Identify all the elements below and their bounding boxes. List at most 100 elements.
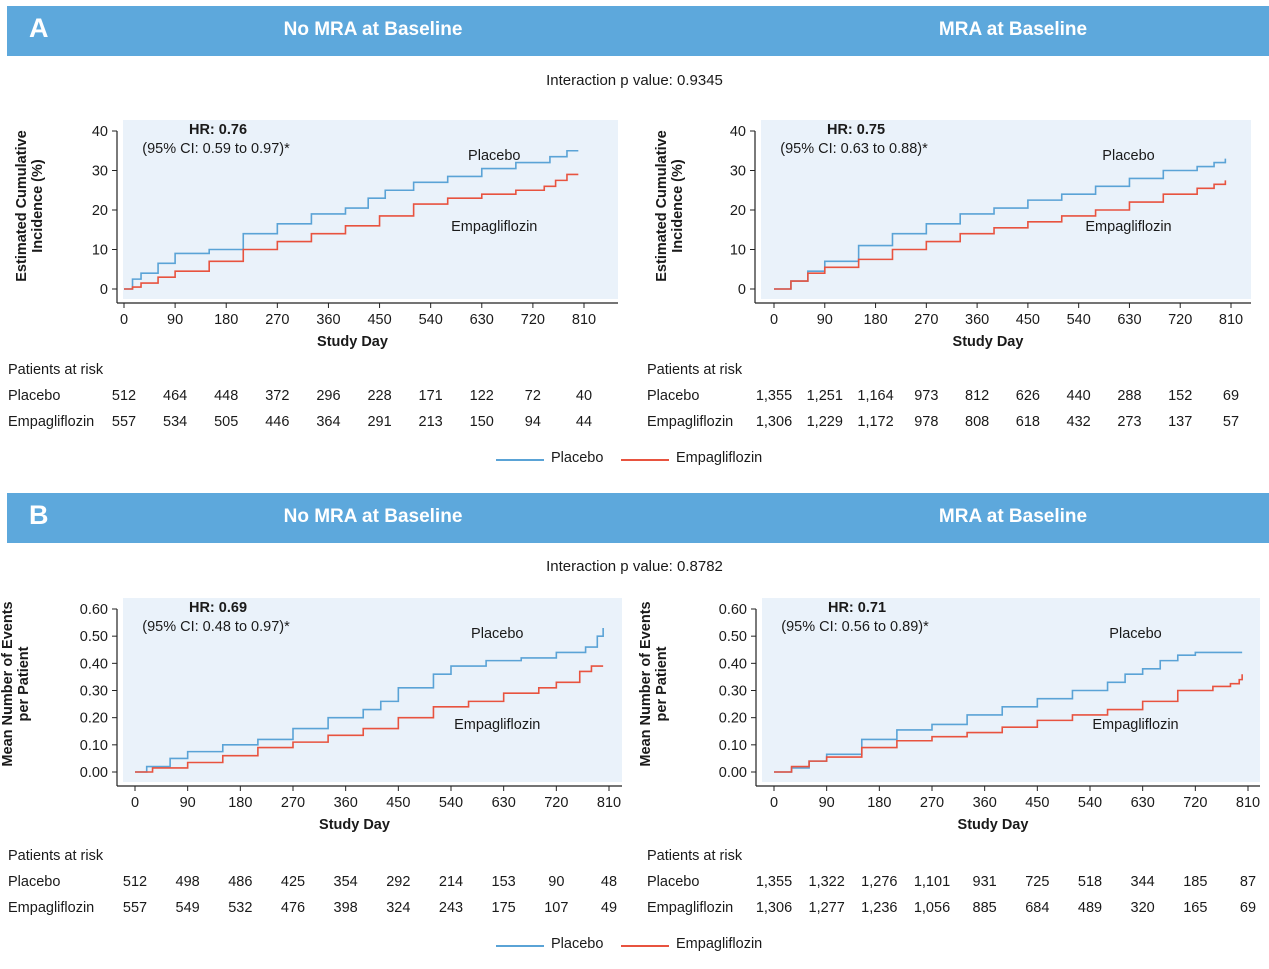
risk-row-label: Placebo [8, 874, 61, 890]
risk-value: 137 [1168, 414, 1193, 430]
risk-value: 292 [386, 874, 411, 890]
x-tick-label: 810 [1236, 795, 1260, 811]
risk-value: 425 [280, 874, 306, 890]
x-tick-label: 90 [180, 795, 196, 811]
risk-value: 1,056 [913, 900, 951, 916]
risk-value: 296 [316, 388, 341, 404]
empagliflozin-series-label: Empagliflozin [451, 219, 537, 235]
risk-value: 684 [1025, 900, 1050, 916]
chart-a-left: 0 90 180 270 360 450 540 630 720 810 0 10 20 30 40 Stud… [14, 120, 618, 350]
y-axis-label: Incidence (%) [30, 159, 46, 253]
empagliflozin-legend-swatch [621, 459, 669, 461]
risk-table-b-left: Patients at risk Placebo Empagliflozin 5… [8, 848, 638, 928]
risk-value: 464 [163, 388, 188, 404]
interaction-p-value: Interaction p value: 0.9345 [546, 72, 723, 89]
y-tick-label: 10 [730, 243, 746, 259]
empagliflozin-series-label: Empagliflozin [1085, 219, 1171, 235]
risk-value: 72 [524, 388, 541, 404]
empagliflozin-series-line [774, 180, 1227, 290]
y-tick-label: 0.40 [719, 656, 747, 672]
confidence-interval: (95% CI: 0.56 to 0.89)* [781, 619, 929, 635]
risk-table-a-left: Patients at risk Placebo Empagliflozin 5… [8, 362, 638, 442]
right-panel-title: MRA at Baseline [938, 506, 1088, 527]
x-tick-label: 180 [228, 795, 252, 811]
confidence-interval: (95% CI: 0.48 to 0.97)* [142, 619, 290, 635]
risk-value: 107 [544, 900, 569, 916]
risk-value: 40 [575, 388, 593, 404]
risk-value: 978 [914, 414, 939, 430]
panel-letter: B [29, 500, 49, 530]
x-tick-label: 360 [316, 312, 340, 328]
risk-value: 440 [1066, 388, 1091, 404]
x-tick-label: 540 [1067, 312, 1091, 328]
risk-value: 549 [175, 900, 200, 916]
risk-value: 1,251 [806, 388, 843, 404]
empagliflozin-series-label: Empagliflozin [454, 717, 540, 733]
risk-value: 372 [265, 388, 290, 404]
y-tick-label: 0.00 [719, 765, 747, 781]
risk-value: 398 [333, 900, 358, 916]
x-tick-label: 360 [965, 312, 989, 328]
y-axis-label: Mean Number of Events [0, 601, 16, 766]
risk-value: 446 [265, 414, 290, 430]
y-tick-label: 30 [730, 164, 746, 180]
risk-value: 812 [965, 388, 990, 404]
y-axis-label: Mean Number of Events [638, 601, 654, 766]
risk-value: 185 [1183, 874, 1208, 890]
risk-value: 498 [175, 874, 200, 890]
risk-table-title: Patients at risk [647, 362, 743, 378]
risk-row-label: Empagliflozin [8, 414, 95, 430]
y-tick-label: 0.30 [719, 684, 747, 700]
risk-value: 1,322 [808, 874, 845, 890]
risk-value: 1,229 [806, 414, 843, 430]
risk-value: 1,306 [755, 414, 793, 430]
x-tick-label: 0 [120, 312, 128, 328]
chart-b-left: 0 90 180 270 360 450 540 630 720 810 0.00 0.10 0.20 0… [0, 598, 622, 833]
empagliflozin-legend-label: Empagliflozin [676, 450, 763, 466]
x-tick-label: 540 [1078, 795, 1102, 811]
x-tick-label: 540 [439, 795, 463, 811]
y-tick-label: 0.00 [80, 765, 108, 781]
x-tick-label: 360 [973, 795, 997, 811]
risk-value: 448 [214, 388, 239, 404]
y-axis-label: Estimated Cumulative [14, 130, 30, 282]
x-tick-label: 0 [770, 312, 778, 328]
y-tick-label: 0.60 [80, 602, 108, 618]
risk-value: 214 [438, 874, 464, 890]
y-tick-label: 0.60 [719, 602, 747, 618]
plot-area [761, 120, 1251, 299]
placebo-series-label: Placebo [468, 148, 520, 164]
x-tick-label: 720 [1168, 312, 1192, 328]
placebo-series-line [124, 149, 579, 290]
y-axis-label: per Patient [16, 646, 32, 721]
placebo-legend-swatch [496, 459, 544, 461]
risk-value: 1,276 [861, 874, 898, 890]
x-tick-label: 0 [131, 795, 139, 811]
x-tick-label: 90 [167, 312, 183, 328]
risk-value: 354 [333, 874, 358, 890]
x-tick-label: 810 [572, 312, 596, 328]
y-tick-label: 40 [730, 124, 746, 140]
panel-a-header: A No MRA at Baseline MRA at Baseline [7, 6, 1269, 56]
risk-value: 618 [1015, 414, 1040, 430]
placebo-series-label: Placebo [1102, 148, 1154, 164]
x-tick-label: 540 [419, 312, 443, 328]
x-axis-label: Study Day [317, 334, 388, 350]
risk-value: 931 [972, 874, 997, 890]
x-tick-label: 180 [867, 795, 891, 811]
y-axis-label: per Patient [654, 646, 670, 721]
hazard-ratio: HR: 0.76 [189, 122, 247, 138]
risk-value: 243 [438, 900, 464, 916]
risk-value: 69 [1239, 900, 1257, 916]
y-tick-label: 0.50 [80, 629, 108, 645]
risk-value: 518 [1077, 874, 1103, 890]
confidence-interval: (95% CI: 0.59 to 0.97)* [142, 141, 290, 157]
risk-value: 432 [1066, 414, 1091, 430]
risk-value: 344 [1130, 874, 1155, 890]
y-tick-label: 10 [92, 243, 108, 259]
x-tick-label: 630 [470, 312, 494, 328]
risk-value: 1,277 [808, 900, 845, 916]
risk-table-a-right: Patients at risk Placebo Empagliflozin 1… [647, 362, 1267, 442]
x-axis-label: Study Day [958, 817, 1029, 833]
y-tick-label: 0 [100, 282, 108, 298]
